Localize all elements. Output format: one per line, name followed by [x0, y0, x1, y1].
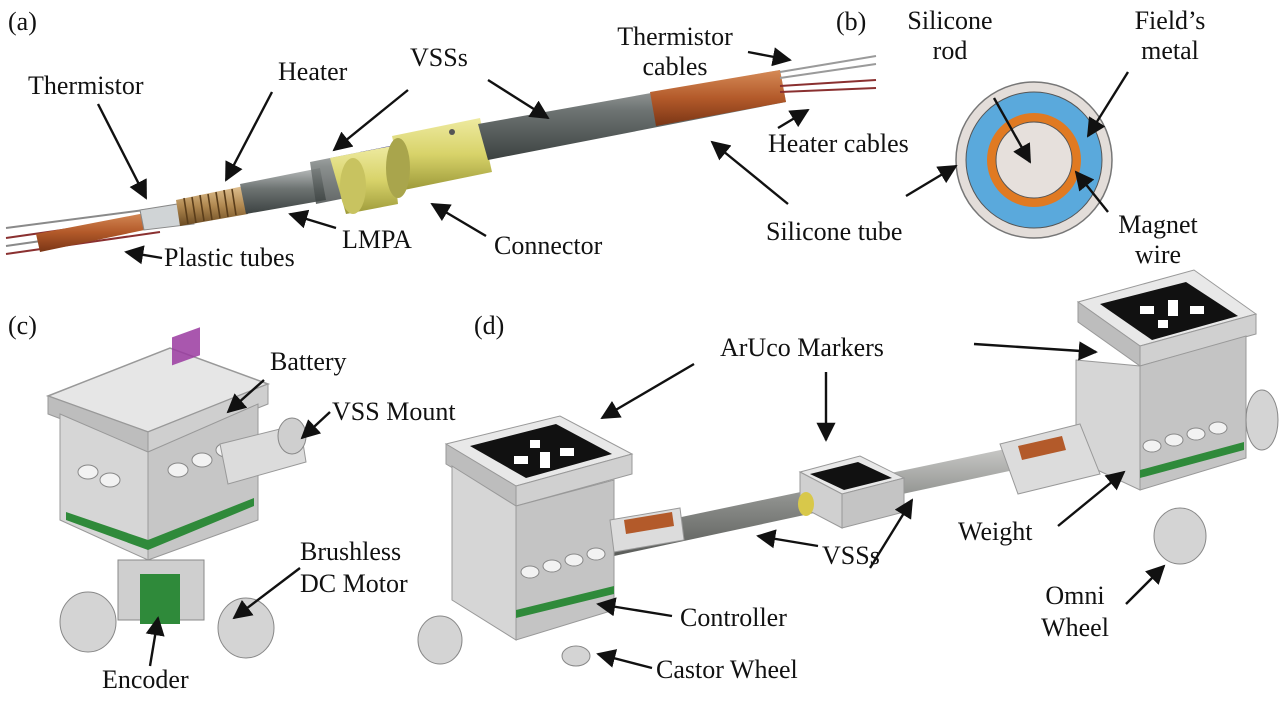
label-plastic-tubes: Plastic tubes: [164, 243, 295, 272]
label-weight: Weight: [958, 517, 1033, 546]
label-vsss-a: VSSs: [410, 43, 468, 72]
label-magnet-wire: Magnet wire: [1118, 210, 1198, 269]
label-encoder: Encoder: [102, 665, 189, 694]
label-connector: Connector: [494, 231, 603, 260]
vss-assembly-render: [5, 55, 877, 255]
robot-module-render: [45, 327, 307, 659]
label-heater: Heater: [278, 57, 348, 86]
panel-label-c: (c): [8, 311, 37, 340]
label-fields-metal: Field’s metal: [1134, 6, 1206, 65]
label-controller: Controller: [680, 603, 787, 632]
label-omni-wheel: Omni Wheel: [1041, 581, 1109, 642]
annotation-arrows: [96, 47, 1166, 670]
label-vsss-d: VSSs: [822, 541, 880, 570]
label-lmpa: LMPA: [342, 225, 412, 254]
label-silicone-tube: Silicone tube: [766, 217, 903, 246]
vss-cross-section: [955, 81, 1113, 239]
panel-label-d: (d): [474, 311, 505, 340]
label-aruco-markers: ArUco Markers: [720, 333, 884, 362]
panel-label-b: (b): [836, 7, 867, 36]
multi-module-robot-render: [417, 269, 1279, 667]
label-silicone-rod: Silicone rod: [907, 6, 993, 65]
label-battery: Battery: [270, 347, 347, 376]
label-castor-wheel: Castor Wheel: [656, 655, 798, 684]
panel-label-a: (a): [8, 7, 37, 36]
label-vss-mount: VSS Mount: [332, 397, 456, 426]
label-brushless-dc-motor: Brushless DC Motor: [300, 537, 408, 598]
label-thermistor-cables: Thermistor cables: [617, 22, 733, 81]
label-heater-cables: Heater cables: [768, 129, 909, 158]
label-thermistor: Thermistor: [28, 71, 144, 100]
